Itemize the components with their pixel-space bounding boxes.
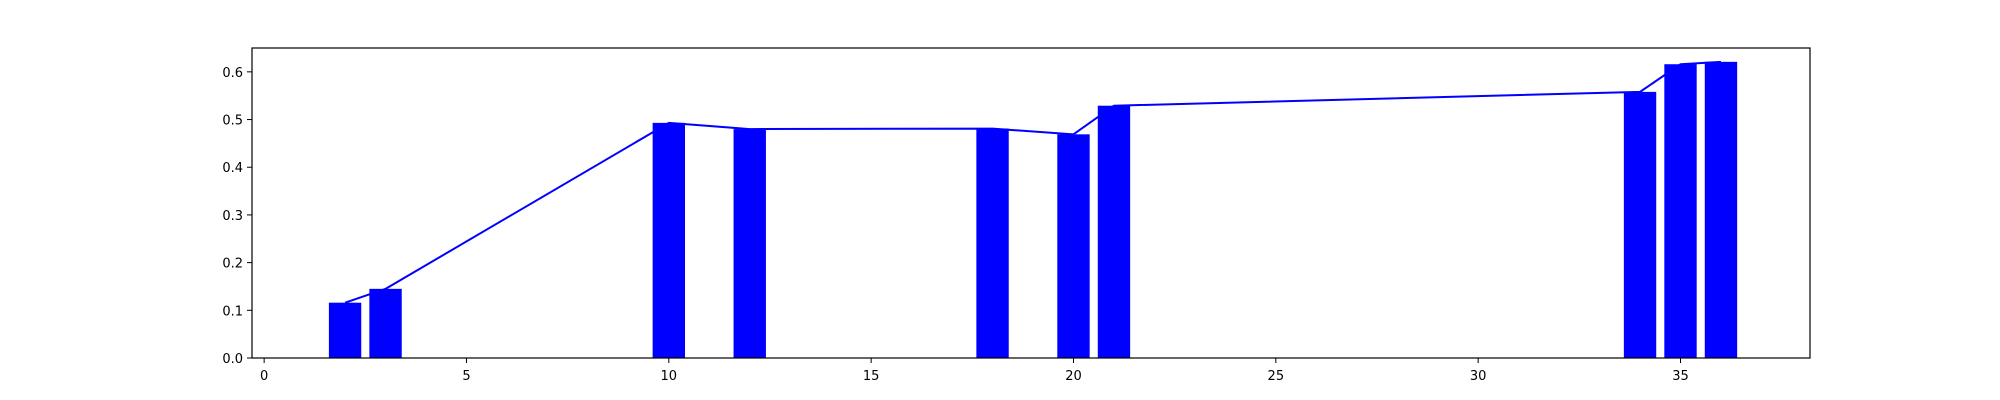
- x-tick-label: 20: [1065, 369, 1082, 384]
- bars-layer: [328, 61, 1738, 359]
- bar: [1097, 105, 1131, 359]
- bar: [1664, 64, 1697, 358]
- y-tick-label: 0.6: [222, 66, 243, 81]
- x-tick-label: 0: [260, 369, 268, 384]
- x-tick-label: 35: [1672, 369, 1689, 384]
- y-tick-label: 0.5: [222, 114, 243, 129]
- y-tick-label: 0.4: [222, 161, 243, 176]
- plot-frame: [251, 47, 1811, 359]
- x-tick-label: 15: [863, 369, 880, 384]
- bar: [1704, 61, 1738, 358]
- x-tick-label: 30: [1470, 369, 1487, 384]
- bar: [369, 288, 402, 358]
- axes-layer: 0 5 10 15 20 25 30 35 0.0 0.1 0.2 0.3 0.4 0.5 0.6: [222, 47, 1811, 384]
- bar: [976, 128, 1009, 358]
- x-tick-label: 5: [462, 369, 470, 384]
- bar: [328, 302, 362, 358]
- bar: [652, 122, 685, 358]
- line-layer: [344, 60, 1722, 304]
- bar: [1057, 134, 1090, 358]
- bar: [733, 129, 766, 358]
- bar: [1623, 91, 1657, 358]
- x-tick-label: 10: [661, 369, 678, 384]
- x-tick-label: 25: [1268, 369, 1285, 384]
- series-line: [344, 60, 1722, 304]
- y-tick-label: 0.1: [222, 304, 243, 319]
- y-tick-label: 0.2: [222, 257, 243, 272]
- y-tick-label: 0.3: [222, 209, 243, 224]
- y-tick-label: 0.0: [222, 352, 243, 367]
